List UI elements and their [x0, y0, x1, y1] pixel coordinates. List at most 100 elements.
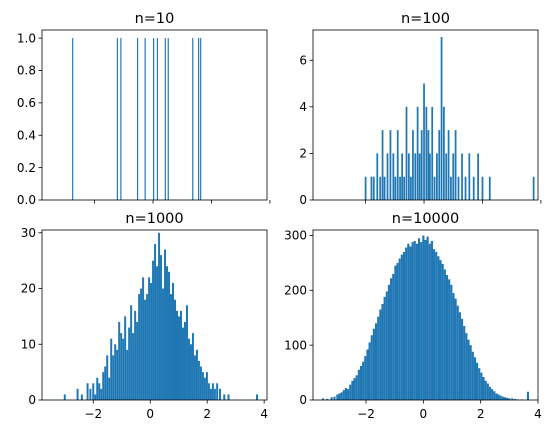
histogram-bar — [486, 383, 489, 400]
histogram-bar — [409, 246, 412, 400]
histogram-bar — [153, 38, 155, 200]
histogram-bar — [116, 349, 119, 400]
histogram-bar — [448, 279, 451, 400]
histogram-bar — [477, 153, 479, 200]
histogram-bar — [456, 305, 459, 400]
histogram-bar — [463, 325, 466, 400]
histogram-bar — [465, 333, 468, 400]
histogram-bar — [439, 260, 442, 400]
histogram-bar — [140, 288, 143, 400]
histogram-bar — [379, 176, 382, 200]
histogram-bar — [429, 153, 431, 200]
histogram-bar — [189, 344, 192, 400]
histogram-bar — [158, 232, 161, 400]
y-tick-label: 200 — [284, 284, 307, 298]
histogram-bar — [142, 277, 145, 400]
histogram-bar — [403, 176, 406, 200]
subplot-4: n=10000 −2 0 2 4 0 100 200 300 — [284, 211, 542, 421]
histogram-bar — [353, 378, 356, 400]
histogram-bar — [497, 394, 500, 400]
histogram-bar — [372, 176, 375, 200]
histogram-bar — [443, 106, 445, 200]
histogram-bar — [457, 176, 460, 200]
histogram-bar — [347, 389, 350, 400]
histogram-bar — [405, 247, 408, 400]
histogram-bar — [414, 153, 417, 200]
histogram-bar — [167, 38, 169, 200]
histogram-bar — [355, 375, 358, 400]
histogram-bar — [473, 357, 477, 400]
histogram-bar — [336, 394, 339, 400]
histogram-bar — [118, 321, 121, 400]
histogram-bar — [401, 153, 403, 200]
histogram-bar — [187, 338, 190, 400]
histogram-bar — [410, 176, 412, 200]
histogram-bar — [156, 38, 159, 200]
histogram-bar — [326, 398, 329, 400]
histogram-bar — [104, 366, 107, 400]
axes-frame — [312, 29, 539, 201]
histogram-bar — [333, 396, 336, 400]
histogram-bar — [370, 335, 373, 400]
y-tick-label: 0 — [299, 393, 307, 407]
y-tick-label: 300 — [284, 229, 307, 243]
histogram-bar — [396, 262, 399, 400]
histogram-bar — [491, 389, 494, 400]
histogram-bar — [164, 249, 167, 400]
histogram-bar — [154, 243, 157, 400]
histogram-bar — [256, 394, 259, 400]
histogram-bar — [460, 318, 464, 400]
histogram-bar — [431, 106, 434, 200]
y-tick-label: 0.6 — [17, 96, 36, 110]
histogram-bar — [482, 376, 485, 400]
histogram-bar — [454, 130, 457, 200]
histogram-bar — [377, 316, 380, 400]
histogram-bar — [450, 284, 453, 400]
histogram-bar — [405, 106, 408, 200]
histogram-bar — [488, 386, 492, 400]
histogram-bar — [185, 305, 188, 400]
x-tick-label: −2 — [357, 407, 375, 421]
histogram-bar — [219, 388, 221, 400]
histogram-bar — [427, 130, 430, 200]
histogram-bar — [392, 273, 395, 400]
histogram-bar — [412, 130, 414, 200]
y-tick-label: 0.2 — [17, 161, 36, 175]
histogram-bar — [138, 294, 141, 400]
histogram-bar — [476, 362, 479, 400]
axes-frame — [312, 229, 539, 401]
histogram-bar — [374, 323, 378, 400]
histogram-bar — [471, 351, 474, 400]
histogram-bar — [198, 38, 200, 200]
y-tick-label: 0.0 — [17, 193, 36, 207]
histogram-bar — [156, 266, 159, 400]
histogram-bar — [383, 176, 386, 200]
x-tick-label: 0 — [146, 407, 154, 421]
histogram-bar — [472, 176, 475, 200]
y-tick-label: 2 — [299, 147, 307, 161]
histogram-bar — [452, 153, 455, 200]
histogram-bar — [193, 355, 196, 400]
histogram-bar — [394, 265, 397, 400]
histogram-bar — [381, 304, 384, 400]
histogram-bar — [433, 249, 436, 400]
histogram-bar — [181, 327, 184, 400]
histogram-bar — [416, 106, 419, 200]
histogram-bar — [478, 368, 481, 400]
histogram-bar — [120, 38, 122, 200]
histogram-bar — [170, 294, 173, 400]
histogram-bar — [495, 393, 498, 400]
histogram-bar — [122, 338, 125, 400]
histogram-bar — [223, 394, 226, 400]
histogram-bar — [72, 38, 74, 200]
x-tick-label: 2 — [477, 407, 485, 421]
subplot-1: n=10 0.0 0.2 0.4 0.6 0.8 1.0 — [17, 11, 271, 207]
histogram-bar — [364, 356, 367, 400]
histogram-bar — [447, 130, 450, 200]
subplot-title: n=1000 — [125, 211, 183, 227]
histogram-bar — [164, 38, 166, 200]
histogram-bar — [112, 355, 115, 400]
histogram-bar — [172, 282, 175, 400]
histogram-bar — [389, 130, 392, 200]
histogram-bar — [146, 294, 149, 400]
